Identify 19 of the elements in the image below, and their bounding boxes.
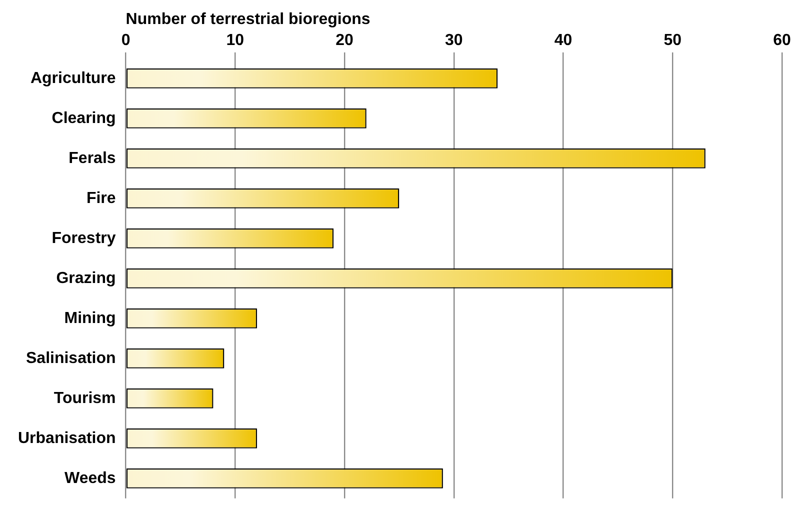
x-tick-label: 20 [336,32,354,50]
x-tick-label: 30 [444,32,463,50]
y-tick-label: Agriculture [30,70,116,87]
y-tick-label: Grazing [56,270,116,287]
x-tick-label: 0 [121,32,130,50]
y-tick-label: Clearing [52,110,116,127]
x-tick-label: 40 [554,32,572,50]
y-tick-label: Urbanisation [18,430,116,447]
x-axis-title: Number of terrestrial bioregions [126,11,370,28]
x-tick-label: 10 [226,32,244,50]
y-tick-label: Forestry [52,230,116,247]
y-tick-label: Ferals [68,150,116,167]
y-tick-label: Mining [64,310,116,327]
x-tick-label: 60 [773,32,791,50]
y-tick-label: Salinisation [26,350,116,367]
x-tick-label: 50 [664,32,682,50]
y-tick-label: Fire [86,190,116,207]
y-tick-label: Tourism [54,390,116,407]
y-tick-label: Weeds [64,470,116,487]
